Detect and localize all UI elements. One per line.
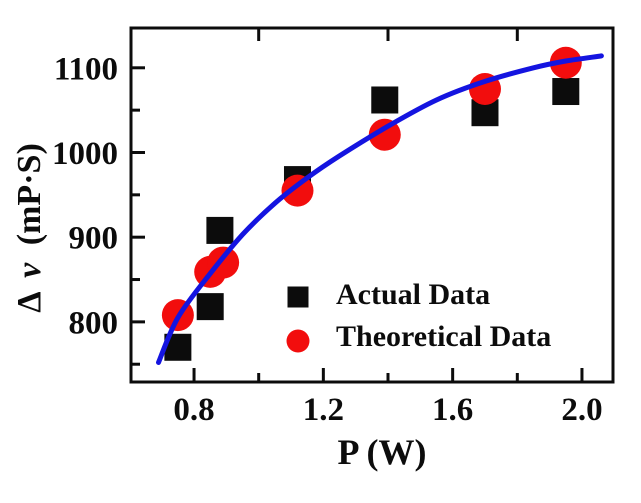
legend: Actual Data Theoretical Data <box>286 278 551 353</box>
actual-data-point <box>552 78 580 106</box>
legend-marker-circle <box>286 329 310 353</box>
fit-curve <box>156 53 604 365</box>
x-tick-labels: 0.8 1.2 1.6 2.0 <box>173 392 602 428</box>
actual-data-point <box>371 86 399 114</box>
y-axis-title-nu: ν <box>11 262 48 278</box>
y-tick-label: 1000 <box>52 136 118 172</box>
actual-data-point <box>206 216 234 244</box>
axis-ticks <box>132 29 584 381</box>
y-axis-title-delta: Δ <box>11 292 48 313</box>
y-tick-label: 800 <box>69 305 119 341</box>
y-tick-label: 900 <box>69 221 119 257</box>
y-axis-title: Δ ν (mP·S) <box>11 143 48 313</box>
y-tick-labels: 800 900 1000 1100 <box>52 51 118 341</box>
x-axis-title: P (W) <box>338 432 427 472</box>
legend-marker-square <box>287 286 309 308</box>
series-actual-data-points <box>164 78 580 361</box>
theoretical-data-point <box>368 118 401 151</box>
actual-data-point <box>196 293 224 321</box>
y-tick-label: 1100 <box>54 51 118 87</box>
x-tick-label: 1.2 <box>303 392 344 428</box>
theoretical-data-point <box>281 174 314 207</box>
y-axis-title-unit: (mP·S) <box>11 143 48 245</box>
plot-frame <box>129 26 615 384</box>
legend-label-theoretical: Theoretical Data <box>336 320 551 353</box>
x-tick-label: 2.0 <box>561 392 602 428</box>
x-tick-label: 0.8 <box>173 392 214 428</box>
legend-label-actual: Actual Data <box>336 278 490 311</box>
x-tick-label: 1.6 <box>432 392 473 428</box>
